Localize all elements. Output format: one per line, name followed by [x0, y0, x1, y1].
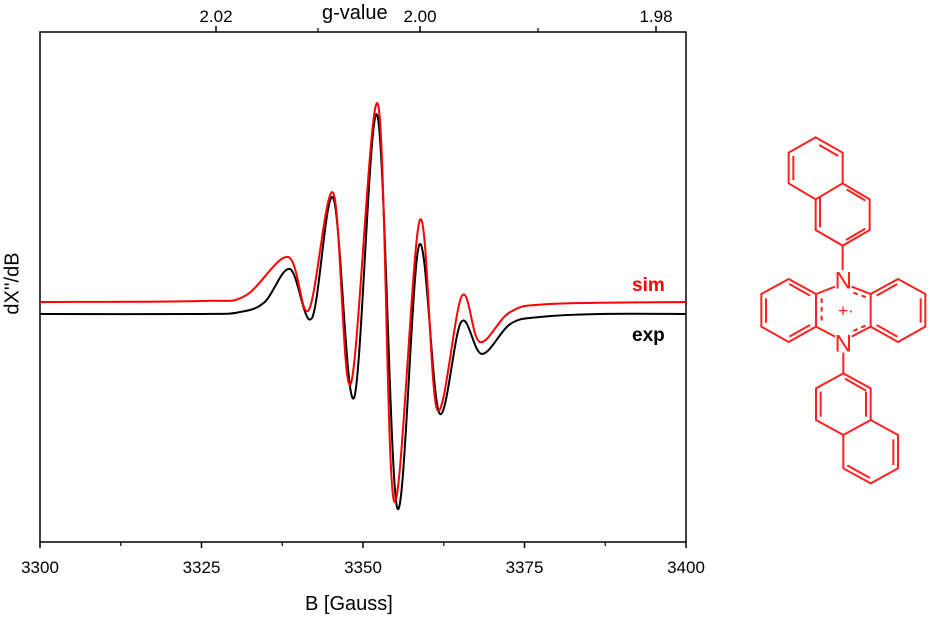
atom-n-bottom: N	[835, 331, 852, 358]
x-tick-label: 3300	[21, 558, 59, 577]
bonds	[760, 136, 927, 485]
y-axis-label: dX''/dB	[1, 252, 24, 315]
molecule-structure: N N +·	[760, 136, 927, 485]
x-tick-label: 3375	[506, 558, 544, 577]
top-tick-label: 2.02	[199, 7, 232, 26]
x-tick-label: 3350	[344, 558, 382, 577]
legend-exp: exp	[632, 325, 665, 346]
x-tick-label: 3325	[183, 558, 221, 577]
atom-n-top: N	[835, 267, 852, 294]
top-axis-label: g-value	[322, 2, 388, 24]
x-axis-label: B [Gauss]	[305, 593, 393, 615]
x-tick-label: 3400	[667, 558, 705, 577]
radical-cation-label: +·	[838, 301, 854, 321]
series-exp-line	[39, 113, 687, 511]
top-tick-label: 1.98	[639, 7, 672, 26]
top-tick-label: 2.00	[403, 7, 436, 26]
legend-sim: sim	[632, 275, 665, 296]
series-sim-line	[39, 102, 687, 503]
